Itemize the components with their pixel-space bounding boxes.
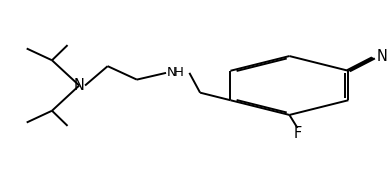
Text: N: N [167,66,177,79]
Text: N: N [74,78,85,93]
Text: F: F [293,126,301,141]
Text: N: N [377,49,387,64]
Text: H: H [174,66,183,79]
